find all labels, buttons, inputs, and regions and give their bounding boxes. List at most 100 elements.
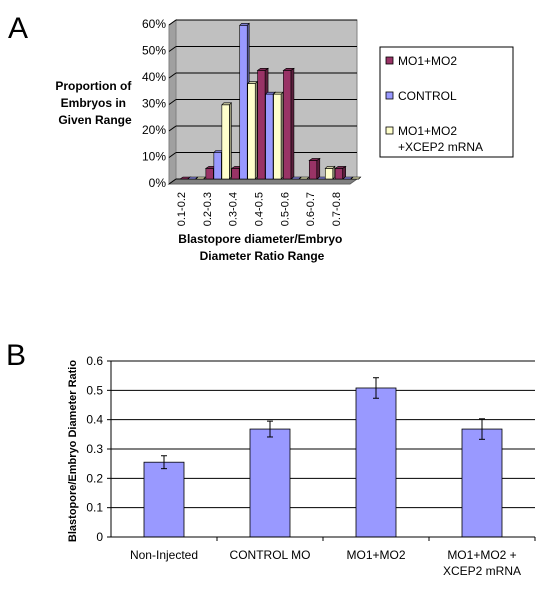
chart-a-gridline-side: [168, 19, 177, 26]
chart-a-bars: [179, 22, 362, 180]
chart-a-bar-top: [256, 68, 270, 71]
chart-a-bar-front: [247, 83, 256, 180]
chart-b-bar: [461, 428, 503, 538]
chart-b-y-tick-label: 0.3: [86, 442, 103, 456]
chart-a-x-tick-label: 0.6-0.7: [305, 192, 317, 226]
legend-label-control: CONTROL: [398, 89, 457, 103]
chart-a-x-tick-label: 0.1-0.2: [176, 192, 188, 226]
chart-a-y-tick-label: 10%: [142, 150, 166, 164]
chart-a-y-label: Proportion of Embryos in Given Range: [55, 79, 134, 127]
chart-a-bar-top: [246, 81, 258, 84]
chart-b-bar: [249, 428, 291, 538]
chart-a-bar: [187, 176, 199, 180]
chart-a-bar: [221, 102, 233, 180]
chart-a-bar-front: [231, 168, 240, 180]
chart-b-x-tick-label: MO1+MO2 + XCEP2 mRNA: [443, 548, 521, 578]
chart-a-bar-front: [221, 104, 230, 180]
chart-a-bar-top: [282, 68, 295, 71]
chart-b-bars: [143, 387, 503, 538]
chart-a-x-label-line-2: Diameter Ratio Range: [200, 249, 325, 263]
chart-a-bar-top: [272, 91, 284, 95]
chart-a-bar-front: [324, 168, 334, 180]
chart-a-bar-top: [187, 176, 199, 180]
chart-a-y-label-line-2: Embryos in: [61, 96, 126, 110]
chart-b-y-label: Blastopore/Embryo Diameter Ratio: [67, 360, 79, 542]
chart-a-y-tick-label: 30%: [142, 97, 166, 111]
chart-a-bar-top: [308, 158, 321, 161]
chart-a-bar: [272, 91, 284, 180]
chart-a-bar-side: [254, 80, 258, 180]
chart-a-legend: MO1+MO2 CONTROL MO1+MO2 +XCEP2 mRNA: [379, 46, 514, 158]
chart-b-y-tick-label: 0.1: [86, 501, 103, 515]
chart-b-error-bar: [267, 420, 273, 438]
chart-a-gridline-side: [168, 99, 177, 105]
chart-a-y-tick-label: 60%: [142, 17, 166, 31]
chart-a-bar-top: [221, 102, 233, 106]
chart-a-bar-top: [350, 176, 362, 180]
chart-b-error-bar: [479, 418, 485, 440]
chart-b-x-tick-label: CONTROL MO: [230, 548, 311, 562]
chart-a-bar-front: [273, 93, 282, 180]
chart-b-y-ticks: 0 0.1 0.2 0.3 0.4 0.5 0.6: [86, 354, 103, 544]
chart-b-x-ticks: Non-Injected CONTROL MO MO1+MO2 MO1+MO2 + XC…: [130, 537, 536, 578]
chart-a-bar: [350, 176, 362, 180]
chart-a-bar-top: [264, 91, 276, 95]
chart-a-bar-front: [239, 24, 248, 180]
chart-b-bar: [355, 387, 397, 538]
chart-a-bar-side: [316, 157, 321, 180]
chart-a-y-tick-label: 50%: [142, 44, 166, 58]
chart-a-bar-top: [334, 166, 347, 169]
chart-a-gridline-side: [168, 72, 177, 79]
chart-a-x-tick-label: 0.5-0.6: [279, 192, 291, 226]
chart-a-x-ticks: 0.1-0.2 0.2-0.3 0.3-0.4 0.4-0.5 0.5-0.6 0.6-0…: [176, 192, 343, 226]
chart-a-bar-front: [334, 168, 343, 180]
chart-a-bar: [282, 67, 295, 180]
chart-a-bar: [324, 165, 336, 180]
chart-b-y-tick-label: 0: [96, 530, 103, 544]
chart-a-y-tick-label: 20%: [142, 123, 166, 137]
chart-a-gridline-side: [168, 178, 177, 185]
chart-a-floor: [167, 178, 359, 185]
chart-b-y-tick-label: 0.6: [86, 354, 103, 368]
chart-a-gridline-side: [168, 46, 177, 52]
chart-b: 0 0.1 0.2 0.3 0.4 0.5 0.6 Non-Injected CONTROL …: [67, 354, 536, 578]
legend-frame: [379, 46, 514, 158]
chart-a-bar-top: [195, 176, 207, 180]
legend-label-mo: MO1+MO2: [398, 54, 457, 68]
legend-swatch-control: [385, 91, 394, 100]
chart-a-y-label-line-3: Given Range: [58, 113, 132, 127]
chart-a-bar-top: [238, 22, 250, 26]
chart-a-bar-top: [290, 176, 302, 180]
chart-a-bar: [298, 176, 310, 180]
chart-a-bar-side: [229, 102, 232, 180]
chart-a-x-tick-label: 0.3-0.4: [228, 192, 240, 226]
chart-a-bar-front: [257, 70, 266, 180]
legend-swatch-rescue: [385, 126, 394, 135]
chart-a-bar-top: [324, 166, 336, 169]
chart-a-y-ticks: 0% 10% 20% 30% 40% 50% 60%: [142, 17, 166, 190]
chart-a-bar: [308, 157, 321, 180]
chart-a-bar-front: [308, 160, 318, 180]
chart-a-y-tick-label: 40%: [142, 70, 166, 84]
chart-a-x-tick-label: 0.2-0.3: [202, 192, 214, 226]
chart-a-bar-top: [342, 176, 354, 180]
chart-a-bar: [246, 80, 258, 180]
chart-a-x-label-line-1: Blastopore diameter/Embryo: [178, 232, 342, 246]
chart-a-y-tick-label: 0%: [149, 176, 167, 190]
chart-a-gridline-side: [168, 125, 177, 132]
chart-b-bar: [143, 461, 185, 538]
chart-b-error-bars: [161, 377, 485, 470]
chart-a-x-tick-label: 0.7-0.8: [331, 192, 343, 226]
chart-a-y-label-line-1: Proportion of: [55, 79, 132, 93]
chart-b-error-bar: [161, 455, 167, 470]
chart-a-bar: [334, 165, 347, 180]
chart-a-gridline-side: [168, 152, 177, 158]
chart-a-bar-side: [290, 67, 295, 180]
legend-label-rescue-line-1: MO1+MO2: [398, 124, 457, 138]
chart-a: 0% 10% 20% 30% 40% 50% 60% 0.1-0.2 0.2-0.3 0.3-0…: [55, 17, 514, 263]
chart-a-bar-front: [205, 168, 214, 180]
chart-b-y-tick-label: 0.2: [86, 471, 103, 485]
chart-a-x-tick-label: 0.4-0.5: [254, 192, 266, 226]
chart-b-error-bar: [373, 377, 379, 399]
